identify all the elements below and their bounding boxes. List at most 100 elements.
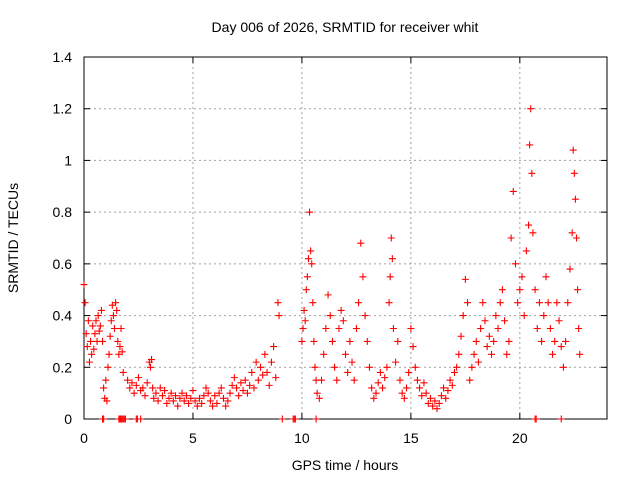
data-point — [152, 389, 160, 397]
data-point — [88, 350, 96, 358]
data-point — [165, 394, 173, 402]
data-point — [326, 312, 334, 320]
data-point — [298, 337, 306, 345]
data-point — [302, 286, 310, 294]
data-point — [206, 397, 214, 405]
data-point — [299, 325, 307, 332]
data-point — [551, 337, 559, 345]
y-tick-label: 0.2 — [53, 359, 73, 375]
data-point — [346, 337, 354, 345]
data-point — [149, 384, 157, 392]
data-point — [121, 415, 129, 423]
data-point — [455, 350, 463, 358]
data-point — [85, 358, 93, 366]
data-point — [457, 332, 465, 340]
data-point — [557, 343, 565, 351]
data-point — [300, 306, 308, 314]
data-point — [274, 299, 282, 307]
data-point — [278, 415, 286, 423]
data-point — [291, 415, 299, 423]
data-point — [575, 325, 583, 332]
data-point — [418, 392, 426, 400]
data-point — [407, 325, 415, 332]
data-point — [310, 337, 318, 345]
data-point — [178, 389, 186, 397]
data-point — [215, 389, 223, 397]
data-point — [126, 384, 134, 392]
data-point — [97, 306, 105, 314]
data-point — [119, 368, 127, 376]
data-point — [528, 169, 536, 177]
data-point — [568, 229, 576, 237]
data-point — [141, 392, 149, 400]
data-point — [527, 105, 535, 113]
data-point — [352, 325, 360, 332]
data-point — [365, 363, 373, 371]
data-point — [261, 350, 269, 358]
data-point — [576, 350, 584, 358]
data-point — [531, 286, 539, 294]
data-point — [331, 363, 339, 371]
data-point — [100, 384, 108, 392]
data-point — [158, 392, 166, 400]
data-point — [424, 399, 432, 407]
data-point — [130, 389, 138, 397]
data-point — [420, 379, 428, 387]
data-point — [211, 392, 219, 400]
data-point — [124, 376, 132, 384]
data-point — [492, 312, 500, 320]
data-point — [107, 317, 115, 325]
data-point — [431, 397, 439, 405]
data-point — [485, 332, 493, 340]
data-point — [243, 389, 251, 397]
data-point — [328, 337, 336, 345]
data-point — [359, 273, 367, 281]
data-point — [202, 384, 210, 392]
data-point — [474, 358, 482, 366]
data-point — [84, 317, 92, 325]
data-point — [426, 394, 434, 402]
data-point — [342, 350, 349, 358]
data-point — [503, 350, 511, 358]
data-point — [470, 350, 478, 358]
data-point — [339, 317, 347, 325]
data-point — [446, 376, 454, 384]
data-point — [363, 337, 371, 345]
data-point — [324, 291, 332, 299]
data-point — [348, 358, 356, 366]
data-point — [385, 299, 393, 307]
data-point — [533, 325, 541, 332]
data-point — [233, 384, 241, 392]
data-point — [370, 394, 378, 402]
x-tick-label: 5 — [189, 430, 197, 446]
data-point — [518, 273, 526, 281]
data-point — [311, 363, 319, 371]
data-point — [222, 402, 230, 410]
data-point — [87, 337, 95, 345]
data-point — [182, 392, 190, 400]
data-point — [195, 394, 203, 402]
y-tick-label: 1.4 — [53, 49, 73, 65]
data-point — [394, 337, 402, 345]
data-point — [248, 368, 256, 376]
data-point — [259, 371, 267, 379]
data-point — [193, 402, 201, 410]
data-point — [272, 374, 280, 382]
data-point — [106, 332, 114, 340]
data-point — [230, 374, 238, 382]
data-point — [270, 343, 278, 351]
data-point — [379, 384, 387, 392]
data-point — [505, 337, 513, 345]
data-point — [461, 275, 469, 283]
data-point — [553, 299, 561, 307]
data-point — [429, 402, 437, 410]
data-point — [303, 273, 311, 281]
data-point — [355, 299, 363, 307]
data-point — [80, 281, 88, 289]
data-point — [200, 392, 208, 400]
data-point — [403, 384, 411, 392]
data-point — [566, 265, 574, 273]
x-tick-label: 10 — [294, 430, 310, 446]
data-point — [453, 363, 461, 371]
